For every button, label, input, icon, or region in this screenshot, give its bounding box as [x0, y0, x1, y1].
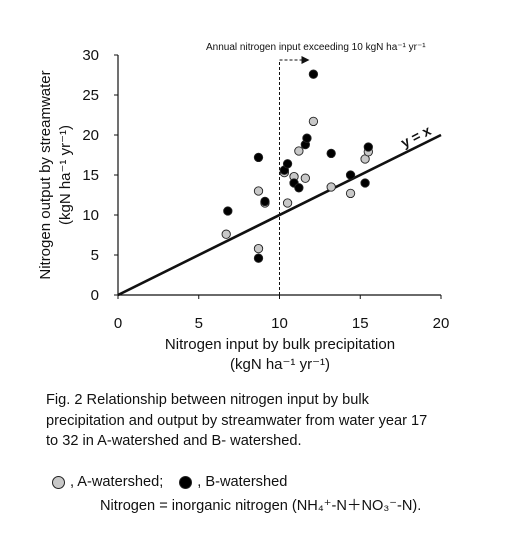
x-tick-label: 10 [271, 315, 288, 332]
data-point-b-watershed [326, 148, 336, 159]
data-point-b-watershed [363, 142, 373, 152]
data-point-b-watershed [294, 183, 304, 193]
data-point-a-watershed [308, 116, 319, 127]
x-tick-label: 15 [352, 315, 369, 332]
data-point-b-watershed [260, 196, 270, 207]
y-axis-title-line1: Nitrogen output by streamwater [37, 70, 54, 279]
data-point-a-watershed [253, 186, 264, 196]
x-tick-label: 5 [195, 315, 203, 332]
y-tick-label: 10 [82, 207, 99, 224]
data-point-b-watershed [253, 152, 264, 163]
y-tick-label: 20 [82, 127, 99, 144]
threshold-annotation: Annual nitrogen input exceeding 10 kgN h… [206, 42, 426, 53]
caption-line-3: to 32 in A-watershed and B- watershed. [46, 433, 302, 449]
y-tick-label: 5 [91, 247, 99, 264]
tick-labels: 0 5 10 15 20 0 5 10 15 20 25 30 [82, 47, 449, 332]
legend-label-b-watershed: , B-watershed [197, 474, 288, 490]
data-point-b-watershed [223, 206, 233, 216]
data-point-a-watershed [221, 229, 231, 239]
axes [114, 54, 442, 299]
x-axis-title-line2: (kgN ha⁻¹ yr⁻¹) [230, 356, 330, 373]
legend-row: , A-watershed; , B-watershed [52, 472, 287, 493]
data-point-b-watershed [302, 133, 312, 143]
legend-marker-b-watershed [179, 476, 193, 489]
data-point-b-watershed [360, 178, 370, 188]
data-point-a-watershed [345, 188, 356, 199]
y-tick-label: 25 [82, 87, 99, 104]
y-tick-label: 30 [82, 47, 99, 64]
caption-line-1: Fig. 2 Relationship between nitrogen inp… [46, 392, 369, 408]
x-tick-label: 20 [433, 315, 450, 332]
y-tick-label: 0 [91, 287, 99, 304]
data-points [221, 69, 373, 263]
data-point-a-watershed [294, 146, 304, 156]
data-point-b-watershed [345, 170, 356, 180]
legend-label-a-watershed: , A-watershed; [70, 474, 164, 490]
data-point-a-watershed [326, 182, 336, 192]
threshold-arrow-head [301, 56, 310, 64]
scatter-chart: 0 5 10 15 20 0 5 10 15 20 25 30 Annual nitrogen inp… [37, 42, 449, 373]
data-point-b-watershed [253, 253, 264, 263]
y-axis-title-line2: (kgN ha⁻¹ yr⁻¹) [57, 125, 74, 225]
caption-line-2: precipitation and output by streamwater … [46, 412, 428, 429]
threshold-marker [279, 56, 310, 295]
nitrogen-definition-note: Nitrogen = inorganic nitrogen (NH₄⁺-N＋NO… [100, 498, 422, 514]
data-point-b-watershed [308, 69, 319, 79]
data-point-b-watershed [282, 159, 293, 169]
x-axis-title-line1: Nitrogen input by bulk precipitation [165, 336, 395, 353]
figure-caption: Fig. 2 Relationship between nitrogen inp… [46, 390, 486, 452]
x-tick-label: 0 [114, 315, 122, 332]
data-point-a-watershed [282, 198, 293, 208]
legend: , A-watershed; , B-watershed [52, 472, 287, 493]
legend-marker-a-watershed [52, 476, 65, 489]
y-tick-label: 15 [82, 167, 99, 184]
data-point-a-watershed [300, 173, 310, 183]
data-point-a-watershed [253, 243, 264, 254]
